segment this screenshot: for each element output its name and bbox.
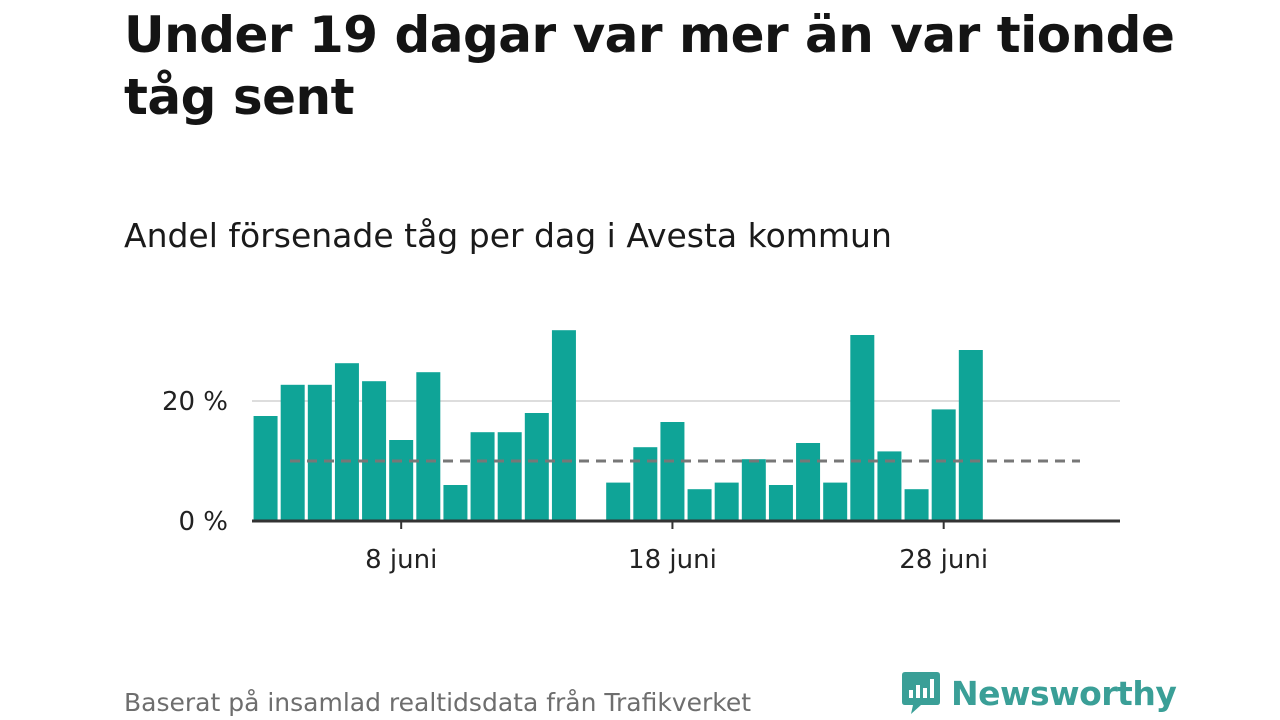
bar (796, 443, 821, 521)
chart-title: Under 19 dagar var mer än var tionde tåg… (124, 6, 1175, 126)
newsworthy-logo-icon (902, 672, 940, 714)
x-tick-label: 28 juni (899, 545, 988, 575)
bar (416, 372, 441, 521)
bar (443, 485, 468, 521)
bar (633, 447, 658, 521)
bar (524, 413, 549, 521)
bar (958, 350, 983, 521)
bar (931, 409, 956, 521)
source-footnote: Baserat på insamlad realtidsdata från Tr… (124, 688, 752, 717)
bar (470, 432, 495, 521)
bar (362, 381, 387, 521)
bar (334, 363, 359, 521)
chart-subtitle: Andel försenade tåg per dag i Avesta kom… (124, 216, 892, 255)
bar (253, 416, 278, 521)
bar (551, 330, 576, 521)
bar (307, 384, 332, 521)
x-axis-ticks: 8 juni 18 juni 28 juni (365, 521, 988, 575)
bar (497, 432, 522, 521)
y-axis-ticks: 0 % 20 % (162, 387, 228, 537)
y-tick-label: 0 % (178, 507, 228, 537)
bar (687, 489, 712, 521)
brand-logo: Newsworthy (901, 670, 1177, 716)
bar (280, 384, 305, 521)
brand-name: Newsworthy (951, 673, 1177, 713)
bar (904, 489, 929, 521)
bar (823, 482, 848, 521)
x-tick-label: 8 juni (365, 545, 437, 575)
bars (253, 330, 983, 521)
bar (850, 335, 875, 521)
bar-chart: 0 % 20 % 8 juni 18 juni 28 juni (162, 330, 1120, 575)
bar (768, 485, 793, 521)
bar (877, 451, 902, 521)
bar (660, 422, 685, 521)
bar (389, 440, 414, 521)
bar (606, 482, 631, 521)
bar (714, 482, 739, 521)
bar (741, 459, 766, 521)
y-tick-label: 20 % (162, 387, 228, 417)
x-tick-label: 18 juni (628, 545, 717, 575)
